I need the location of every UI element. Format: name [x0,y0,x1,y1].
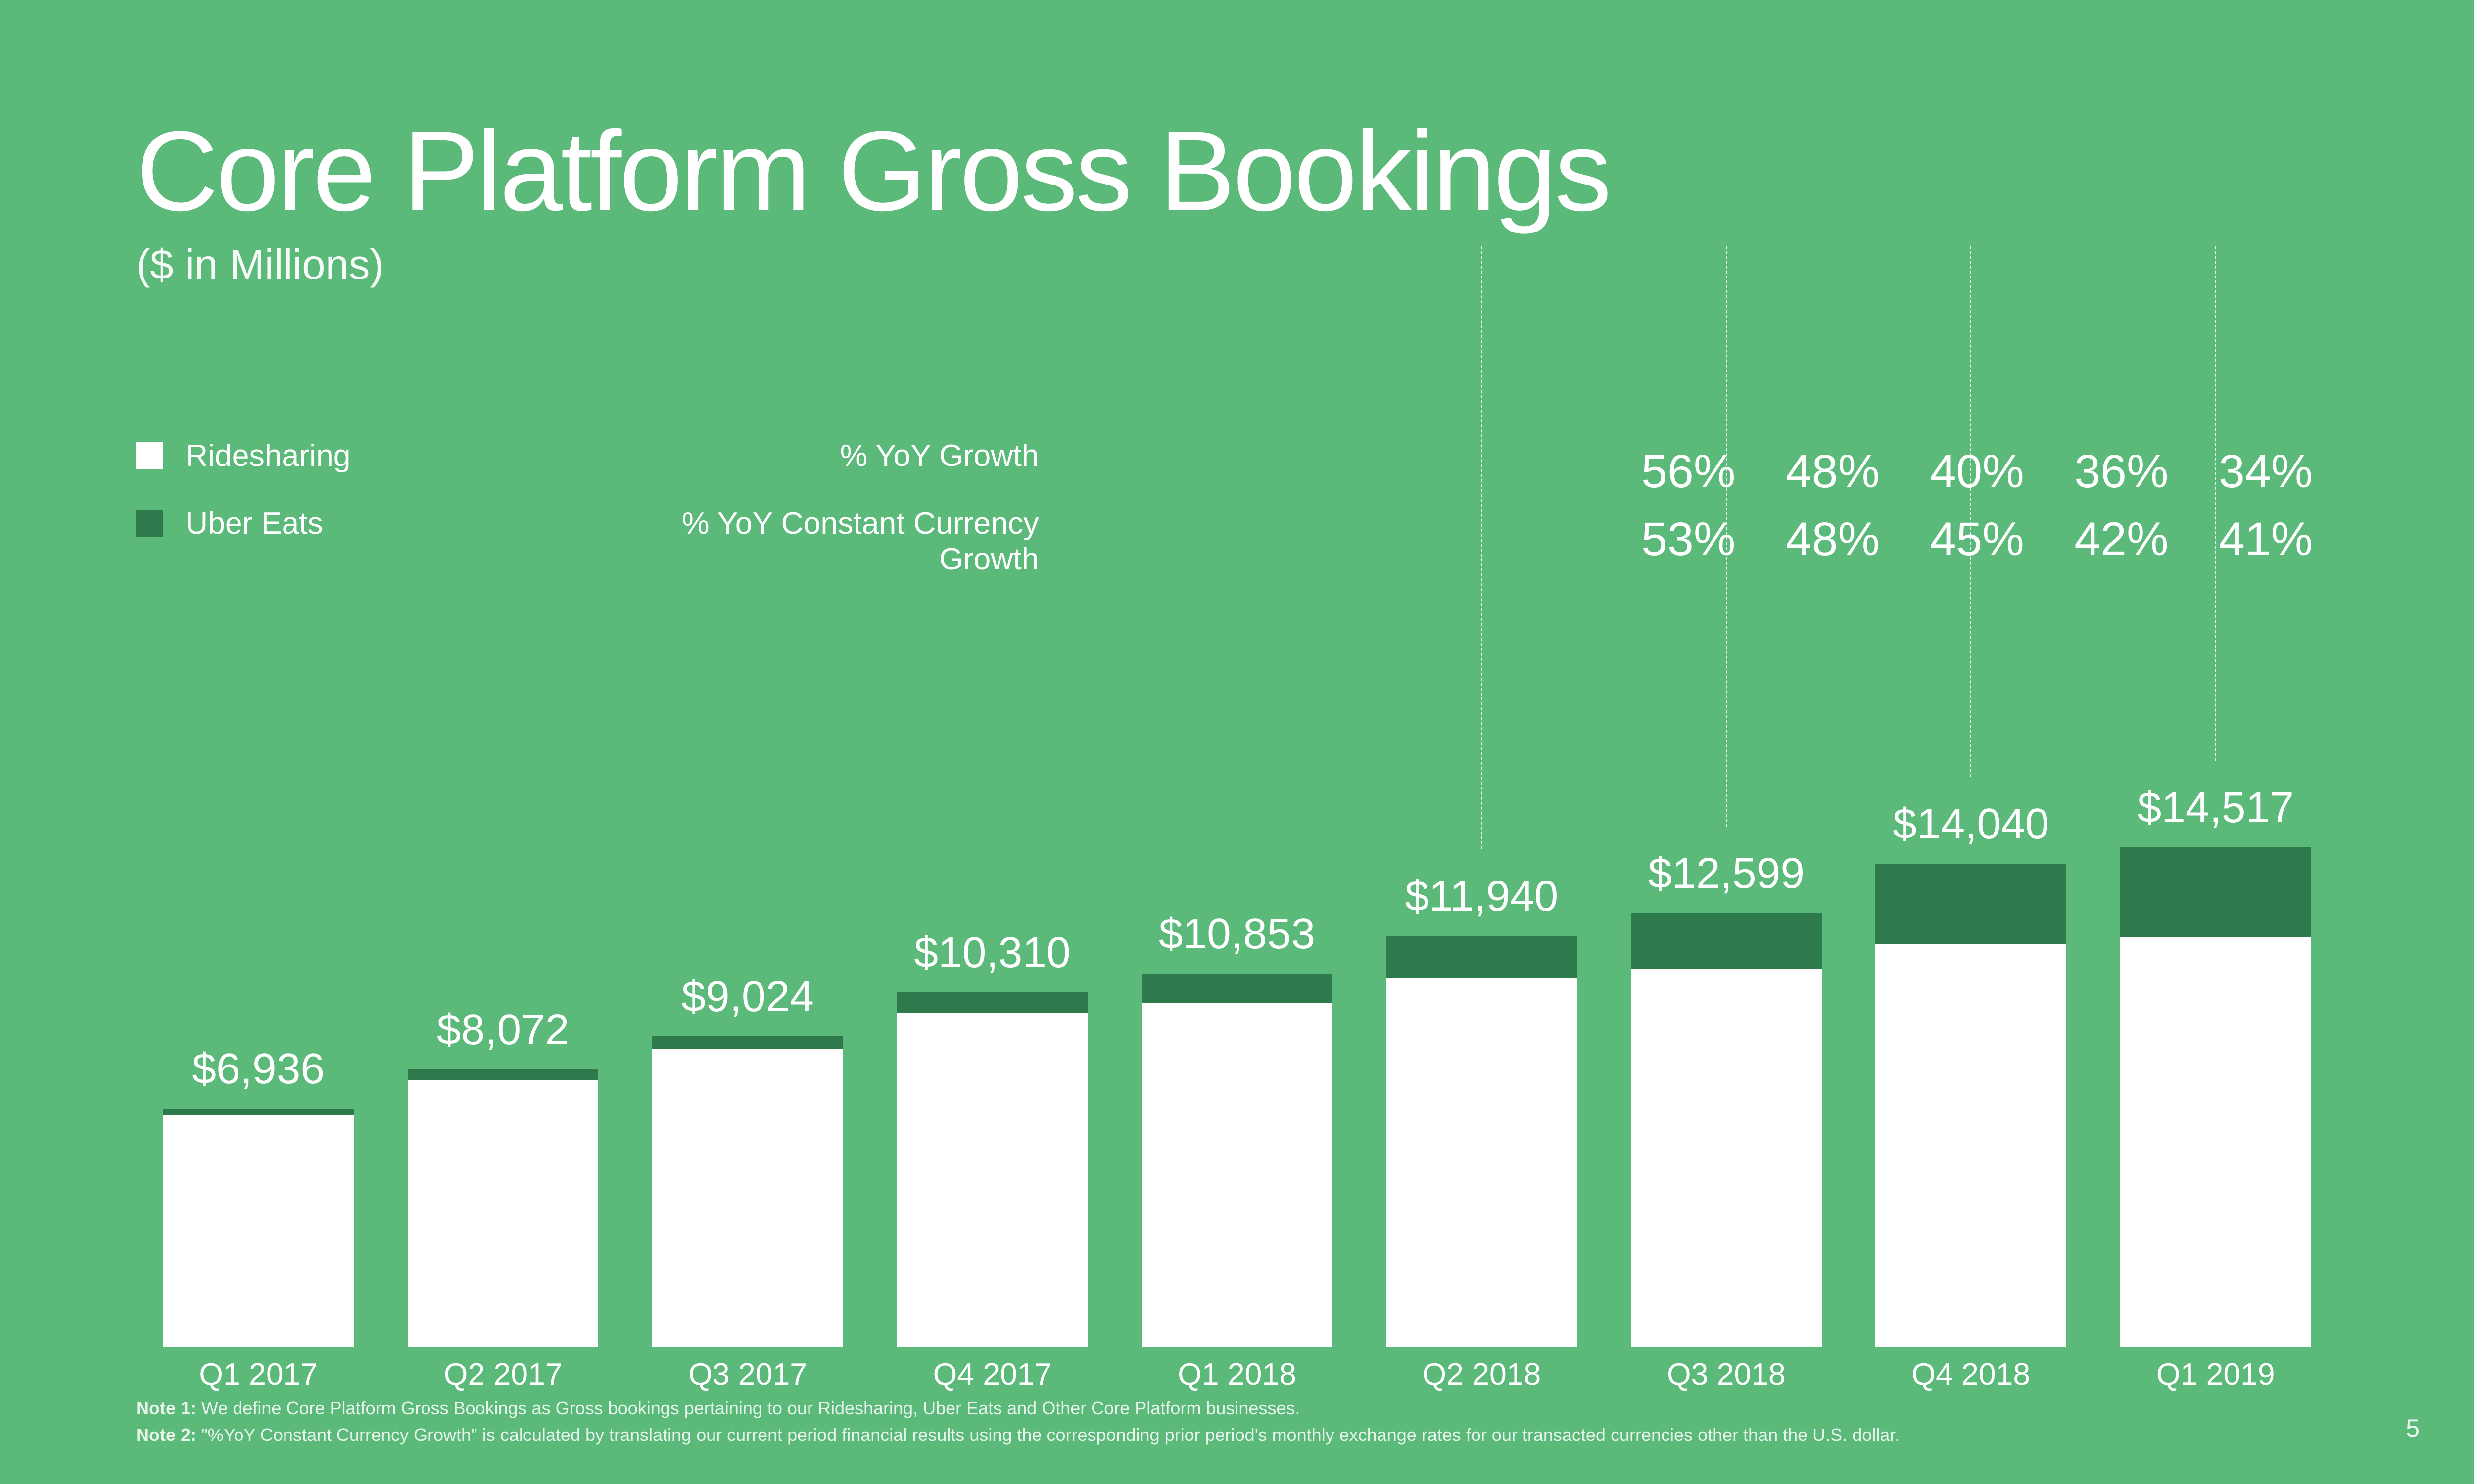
bar-slot: $9,024 [625,813,870,1347]
bar-value-label: $14,517 [2138,783,2294,833]
x-axis-label: Q4 2018 [1849,1356,2093,1392]
footnote-1: Note 1: We define Core Platform Gross Bo… [136,1395,1900,1422]
bar-segment-ubereats [163,1109,354,1115]
bar-value-label: $10,310 [914,928,1070,977]
growth-column: 48%48% [1760,438,1905,574]
growth-row-labels: % YoY Growth % YoY Constant Currency Gro… [620,438,1039,609]
bar-stack: $10,853 [1142,974,1332,1347]
dashed-connector [1726,246,1727,827]
bar-slot: $12,599 [1604,813,1849,1347]
growth-column: 56%53% [1616,438,1760,574]
bar-slot: $10,310 [870,813,1114,1347]
page-number: 5 [2406,1414,2420,1442]
dashed-connector [2215,246,2216,760]
bar-value-label: $8,072 [437,1005,570,1055]
x-axis-label: Q4 2017 [870,1356,1114,1392]
bar-value-label: $6,936 [192,1044,325,1094]
yoy-cc-value: 53% [1616,506,1760,574]
bar-segment-ridesharing [897,1013,1088,1347]
bar-segment-ubereats [408,1069,599,1080]
bar-segment-ridesharing [163,1115,354,1347]
bar-segment-ridesharing [652,1049,843,1347]
footnote-2: Note 2: "%YoY Constant Currency Growth" … [136,1422,1900,1448]
bar-segment-ubereats [1631,913,1822,968]
slide-title: Core Platform Gross Bookings [136,111,2338,231]
x-axis-label: Q3 2018 [1604,1356,1849,1392]
bar-stack: $6,936 [163,1109,354,1347]
bar-stack: $14,517 [2120,847,2311,1348]
bar-segment-ridesharing [1386,978,1577,1347]
chart: $6,936 $8,072 $9,024 $10,310 $10,853 $11,940 $… [136,813,2338,1347]
bar-segment-ubereats [2120,847,2311,937]
bar-value-label: $11,940 [1405,871,1559,921]
bar-segment-ubereats [897,992,1088,1014]
legend-label: Uber Eats [186,506,323,541]
bar-segment-ubereats [1386,936,1577,978]
bar-stack: $9,024 [652,1036,843,1347]
yoy-cc-value: 42% [2049,506,2194,574]
legend-label: Ridesharing [186,438,351,473]
swatch-ubereats [136,510,163,537]
bar-segment-ubereats [1875,864,2066,944]
legend: Ridesharing Uber Eats [136,438,620,573]
bar-stack: $10,310 [897,992,1088,1347]
bar-segment-ridesharing [408,1080,599,1347]
growth-column: 40%45% [1905,438,2049,574]
bar-segment-ridesharing [1631,969,1822,1347]
bar-stack: $12,599 [1631,913,1822,1347]
bar-value-label: $14,040 [1893,799,2049,849]
legend-item-ridesharing: Ridesharing [136,438,620,473]
bar-value-label: $12,599 [1648,848,1805,898]
bar-stack: $14,040 [1875,864,2066,1347]
bar-segment-ridesharing [2120,937,2311,1347]
yoy-value: 40% [1905,438,2049,506]
slide: Core Platform Gross Bookings ($ in Milli… [0,0,2474,1484]
growth-column: 36%42% [2049,438,2194,574]
bar-slot: $14,517 [2093,813,2338,1347]
footnotes: Note 1: We define Core Platform Gross Bo… [136,1395,1900,1448]
x-axis-label: Q3 2017 [625,1356,870,1392]
x-axis: Q1 2017Q2 2017Q3 2017Q4 2017Q1 2018Q2 20… [136,1356,2338,1392]
yoy-cc-value: 48% [1760,506,1905,574]
bar-stack: $11,940 [1386,936,1577,1347]
dashed-connector [1481,246,1482,849]
yoy-value: 36% [2049,438,2194,506]
bar-segment-ubereats [1142,974,1332,1003]
x-axis-label: Q1 2017 [136,1356,381,1392]
bar-value-label: $10,853 [1159,909,1315,959]
yoy-growth-label: % YoY Growth [620,438,1039,473]
bar-segment-ubereats [652,1036,843,1049]
x-axis-label: Q1 2018 [1115,1356,1359,1392]
dashed-connector [1970,246,1971,777]
bar-slot: $6,936 [136,813,381,1347]
legend-item-ubereats: Uber Eats [136,506,620,541]
bar-value-label: $9,024 [681,972,814,1021]
x-axis-label: Q1 2019 [2093,1356,2338,1392]
yoy-cc-growth-label: % YoY Constant Currency Growth [620,506,1039,577]
bar-segment-ridesharing [1142,1003,1332,1347]
bar-slot: $14,040 [1849,813,2093,1347]
bar-segment-ridesharing [1875,944,2066,1347]
x-axis-label: Q2 2017 [381,1356,625,1392]
bar-slot: $8,072 [381,813,625,1347]
bar-stack: $8,072 [408,1069,599,1347]
bar-slot: $10,853 [1115,813,1359,1347]
swatch-ridesharing [136,442,163,469]
x-axis-label: Q2 2018 [1359,1356,1604,1392]
growth-values: ————————56%53%48%48%40%45%36%42%34%41% [1039,438,2338,574]
yoy-value: 48% [1760,438,1905,506]
yoy-value: 56% [1616,438,1760,506]
bars-container: $6,936 $8,072 $9,024 $10,310 $10,853 $11,940 $… [136,813,2338,1347]
bar-slot: $11,940 [1359,813,1604,1347]
yoy-cc-value: 45% [1905,506,2049,574]
